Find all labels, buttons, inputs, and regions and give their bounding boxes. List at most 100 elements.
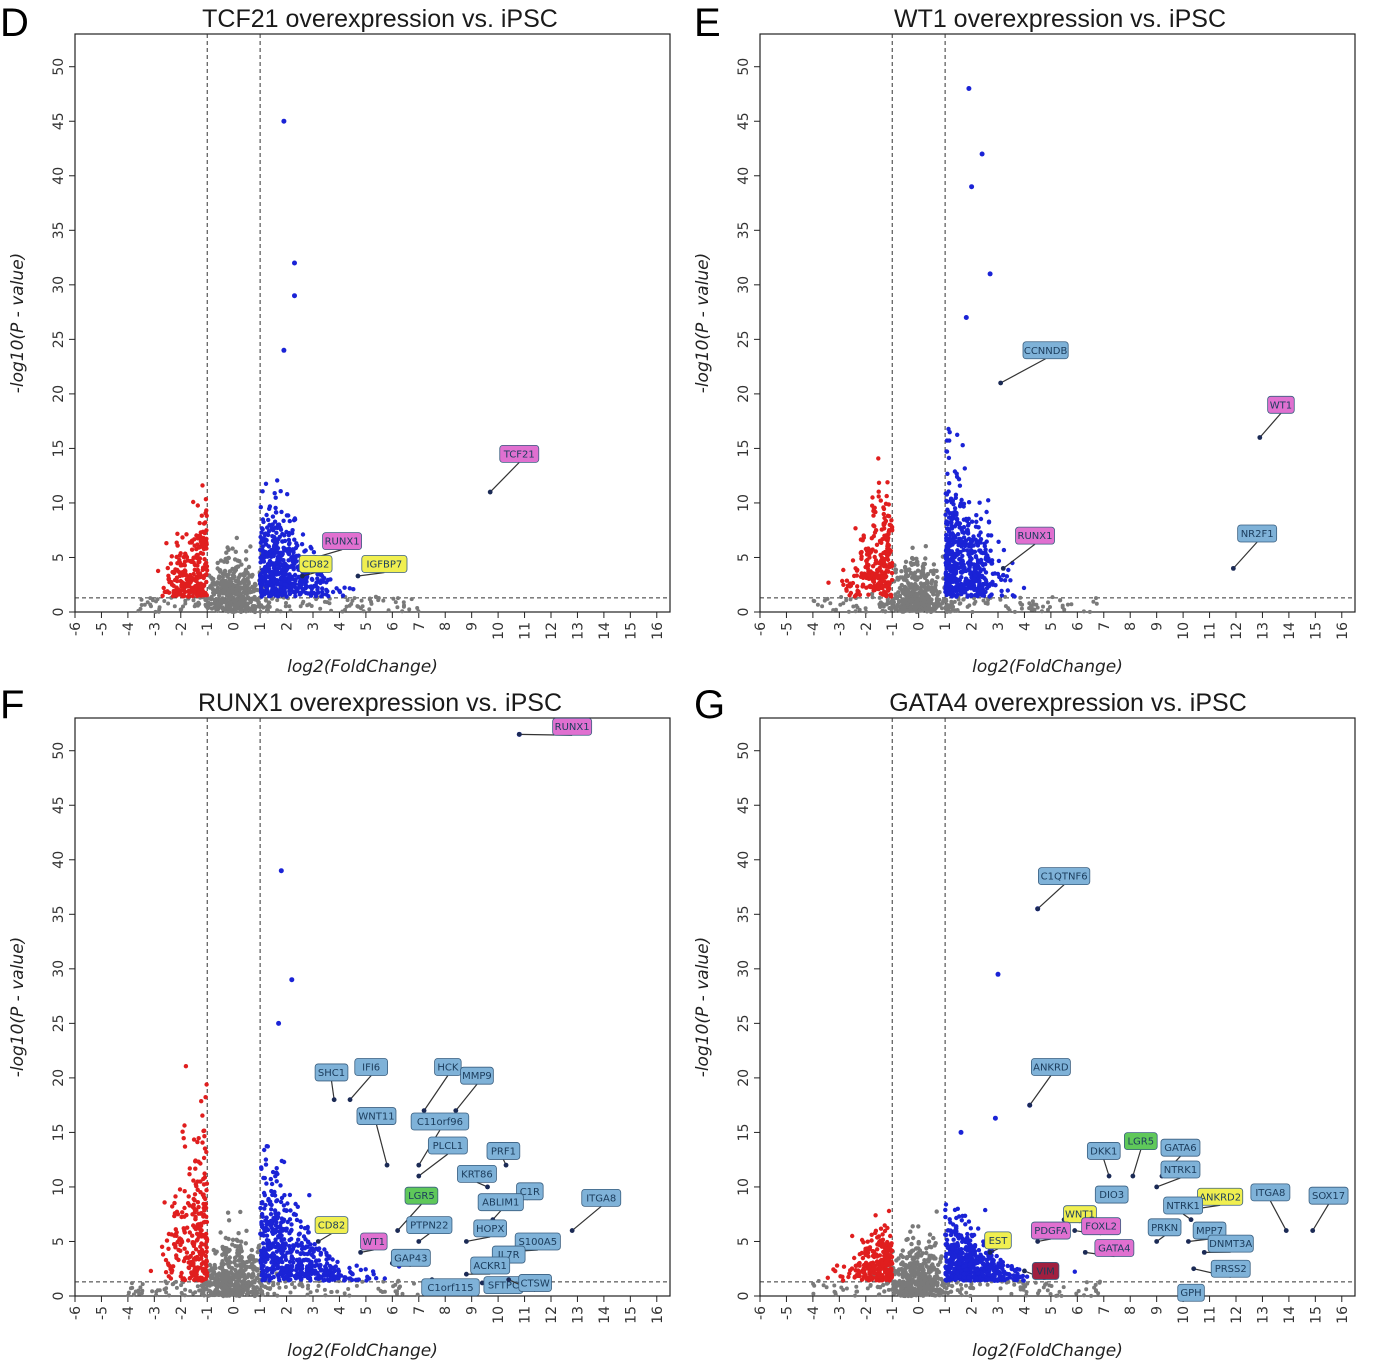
data-point [910, 608, 914, 613]
data-point [912, 570, 918, 575]
data-point [261, 1226, 267, 1232]
data-point [415, 1292, 420, 1297]
data-point [951, 502, 956, 507]
data-point [273, 550, 278, 556]
data-point [927, 1232, 933, 1237]
data-point [235, 577, 241, 583]
data-point [259, 1165, 264, 1170]
data-point [983, 581, 988, 587]
data-point [327, 601, 332, 606]
data-point [921, 565, 926, 571]
data-point [292, 516, 298, 521]
data-point [908, 1290, 913, 1296]
data-point [292, 293, 297, 299]
data-point [154, 1289, 159, 1294]
data-point [949, 555, 955, 561]
data-point [955, 592, 960, 597]
data-point [874, 1259, 880, 1265]
data-point [902, 585, 907, 591]
plot-area: -6 -5 -4 -3 -2 -1 0 1 2 3 4 5 6 7 8 9 10 11 12 13 14 15 160510… [693, 717, 1356, 1361]
data-point [184, 1250, 190, 1255]
data-point [382, 1276, 387, 1281]
data-point [284, 529, 289, 535]
x-tick-label: -1 [200, 1306, 216, 1320]
data-point [156, 609, 161, 614]
data-point [865, 1239, 870, 1244]
data-point [196, 1257, 202, 1262]
data-point [873, 558, 879, 563]
data-point [971, 1286, 976, 1291]
data-point [961, 535, 967, 540]
gene-point [416, 1239, 422, 1244]
data-point [898, 1289, 903, 1293]
data-point [313, 1263, 318, 1268]
data-point [349, 1277, 355, 1283]
data-point [213, 1251, 218, 1256]
data-point [924, 1284, 929, 1289]
data-point [901, 601, 906, 606]
data-point [881, 1282, 886, 1288]
data-point [1045, 1288, 1050, 1293]
data-point [877, 1292, 882, 1297]
data-point [157, 1288, 162, 1293]
x-tick-label: 9 [1150, 622, 1166, 631]
data-point [935, 575, 940, 580]
data-point [262, 532, 268, 538]
data-point [263, 1272, 269, 1278]
data-point [223, 578, 229, 584]
data-point [944, 449, 950, 454]
data-point [893, 1280, 898, 1285]
data-point [187, 1172, 192, 1177]
gene-label-text: S100A5 [518, 1237, 557, 1248]
data-point [938, 1259, 943, 1265]
data-point [346, 1287, 351, 1291]
data-point [278, 1199, 284, 1205]
data-point [320, 591, 325, 597]
data-point [968, 1293, 973, 1298]
data-point [229, 579, 234, 584]
data-point [254, 1258, 259, 1263]
x-tick-label: 16 [650, 622, 666, 640]
data-point [278, 1257, 283, 1263]
data-point [969, 593, 974, 599]
data-point [150, 1289, 155, 1294]
data-point [168, 561, 174, 566]
data-point [855, 584, 860, 589]
data-point [188, 1253, 193, 1259]
data-point [883, 518, 889, 524]
data-point [274, 1199, 279, 1204]
gene-label-pointer [349, 1075, 372, 1101]
data-point [942, 1285, 947, 1290]
data-point [226, 1259, 232, 1264]
data-point [374, 1276, 379, 1281]
data-point [169, 1268, 174, 1273]
data-point [286, 513, 291, 518]
data-point [985, 1282, 990, 1287]
panel-d: D TCF21 overexpression vs. iPSC -6 -5 -4 -3… [0, 1, 671, 677]
data-point [962, 466, 967, 471]
data-point [913, 596, 918, 601]
data-point [304, 576, 309, 581]
data-point [255, 1249, 260, 1255]
data-point [926, 603, 931, 608]
x-tick-label: 11 [518, 1306, 534, 1324]
data-point [326, 594, 331, 599]
x-tick-label: -5 [94, 622, 110, 636]
data-point [349, 602, 354, 606]
data-point [190, 1233, 195, 1238]
gene-point [453, 1108, 459, 1114]
data-point [959, 1293, 964, 1298]
data-point [287, 1268, 293, 1273]
data-point [998, 597, 1003, 602]
data-point [892, 1289, 897, 1294]
data-point [1019, 606, 1024, 611]
data-point [266, 544, 272, 549]
data-point [211, 1271, 216, 1277]
data-point [306, 1230, 311, 1235]
y-axis-label: -log10(P - value) [693, 253, 713, 394]
data-point [230, 1242, 235, 1247]
x-tick-label: 3 [991, 622, 1007, 631]
gene-label-pointer [423, 1075, 449, 1111]
data-point [910, 545, 915, 550]
